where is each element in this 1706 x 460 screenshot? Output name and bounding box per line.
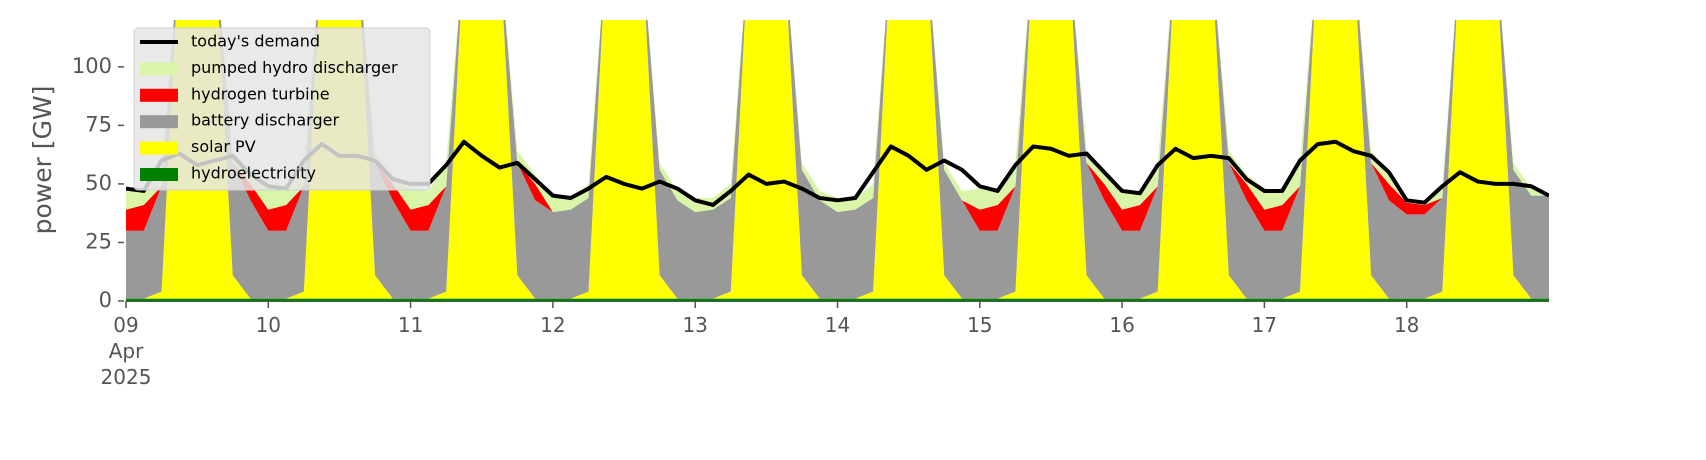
axes: 0 25 50 75 100 bbox=[72, 54, 1549, 312]
area bbox=[126, 298, 1549, 301]
area bbox=[126, 20, 1549, 299]
y-tick-label: 0 bbox=[99, 288, 112, 312]
legend-label: solar PV bbox=[191, 137, 256, 156]
legend-box bbox=[133, 27, 431, 191]
legend-swatch bbox=[140, 141, 178, 155]
x-tick-label: 15 bbox=[967, 313, 993, 337]
legend-label: pumped hydro discharger bbox=[191, 58, 398, 77]
y-axis-label: power [GW] bbox=[28, 86, 57, 235]
area bbox=[126, 20, 1549, 213]
legend-label: hydroelectricity bbox=[191, 164, 316, 183]
legend-label: today's demand bbox=[191, 32, 320, 51]
y-tick-label: 50 bbox=[85, 171, 112, 195]
x-tick-label: 12 bbox=[540, 313, 566, 337]
y-tick-label: 100 bbox=[72, 54, 112, 78]
x-tick-label: 11 bbox=[397, 313, 424, 337]
legend-label: hydrogen turbine bbox=[191, 84, 330, 103]
y-tick-label: 25 bbox=[85, 229, 112, 253]
legend-swatch bbox=[140, 168, 178, 181]
area bbox=[126, 20, 1549, 299]
x-tick-label: 10 bbox=[255, 313, 282, 337]
x-tick-label: 17 bbox=[1251, 313, 1278, 337]
y-tick-label: 75 bbox=[85, 112, 112, 136]
x-tick-label: 16 bbox=[1109, 313, 1135, 337]
legend: today's demand pumped hydro discharger hyd… bbox=[133, 27, 431, 191]
legend-label: battery discharger bbox=[191, 111, 339, 130]
legend-swatch bbox=[140, 62, 178, 76]
legend-swatch bbox=[140, 115, 178, 129]
x-tick-label: 18 bbox=[1393, 313, 1420, 337]
x-tick-label: 14 bbox=[824, 313, 851, 337]
x-tick-label: 09 Apr 2025 bbox=[100, 313, 152, 389]
legend-swatch bbox=[140, 88, 178, 102]
x-tick-label: 13 bbox=[682, 313, 708, 337]
